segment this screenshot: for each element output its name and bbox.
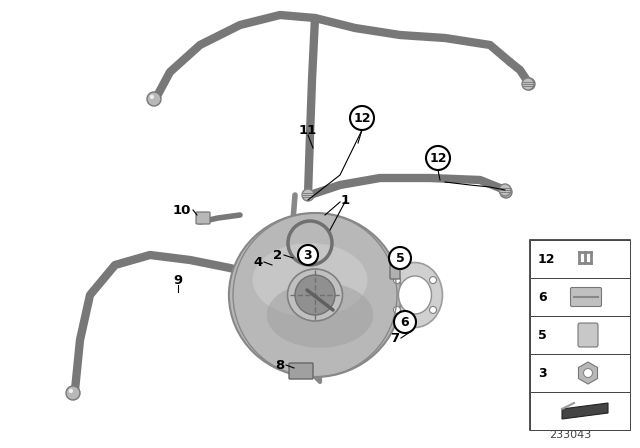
Circle shape [389,247,411,269]
Bar [530,240,630,430]
Circle shape [394,311,416,333]
Text: 9: 9 [173,273,182,287]
Text: 233043: 233043 [549,430,591,440]
Text: 11: 11 [299,124,317,137]
Circle shape [523,78,535,90]
Circle shape [295,275,335,315]
Text: 1: 1 [340,194,349,207]
Ellipse shape [229,213,401,377]
Bar [530,278,630,316]
Bar [530,240,630,278]
Text: 12: 12 [538,253,556,266]
Bar [530,316,630,354]
Circle shape [298,245,318,265]
Circle shape [394,276,401,284]
Circle shape [350,106,374,130]
Polygon shape [579,362,598,384]
Circle shape [394,306,401,314]
Text: 3: 3 [538,366,547,379]
FancyBboxPatch shape [196,212,210,224]
Circle shape [584,369,593,378]
Text: 12: 12 [353,112,371,125]
Text: 5: 5 [538,328,547,341]
Circle shape [302,189,314,201]
Text: 10: 10 [173,203,191,216]
Ellipse shape [253,243,367,317]
Text: 2: 2 [273,249,283,262]
Text: 7: 7 [390,332,399,345]
Polygon shape [562,403,608,419]
Circle shape [500,186,512,198]
Circle shape [66,386,80,400]
Text: 4: 4 [253,255,262,268]
Text: 6: 6 [538,290,547,303]
Text: 8: 8 [275,358,285,371]
Circle shape [150,95,154,99]
Circle shape [499,184,511,196]
Circle shape [502,189,506,192]
Circle shape [426,146,450,170]
Text: 6: 6 [401,315,410,328]
Circle shape [429,276,436,284]
FancyBboxPatch shape [578,323,598,347]
Ellipse shape [399,276,431,314]
Circle shape [429,306,436,314]
Circle shape [522,78,534,90]
Ellipse shape [287,269,342,321]
Text: 3: 3 [304,249,312,262]
FancyBboxPatch shape [570,288,602,306]
Bar [530,392,630,430]
Text: 12: 12 [429,151,447,164]
Circle shape [69,389,73,393]
FancyBboxPatch shape [289,363,313,379]
Circle shape [525,80,529,84]
Ellipse shape [267,282,373,348]
Text: 5: 5 [396,251,404,264]
Ellipse shape [387,263,442,327]
Bar [530,354,630,392]
Circle shape [147,92,161,106]
FancyBboxPatch shape [390,261,400,279]
